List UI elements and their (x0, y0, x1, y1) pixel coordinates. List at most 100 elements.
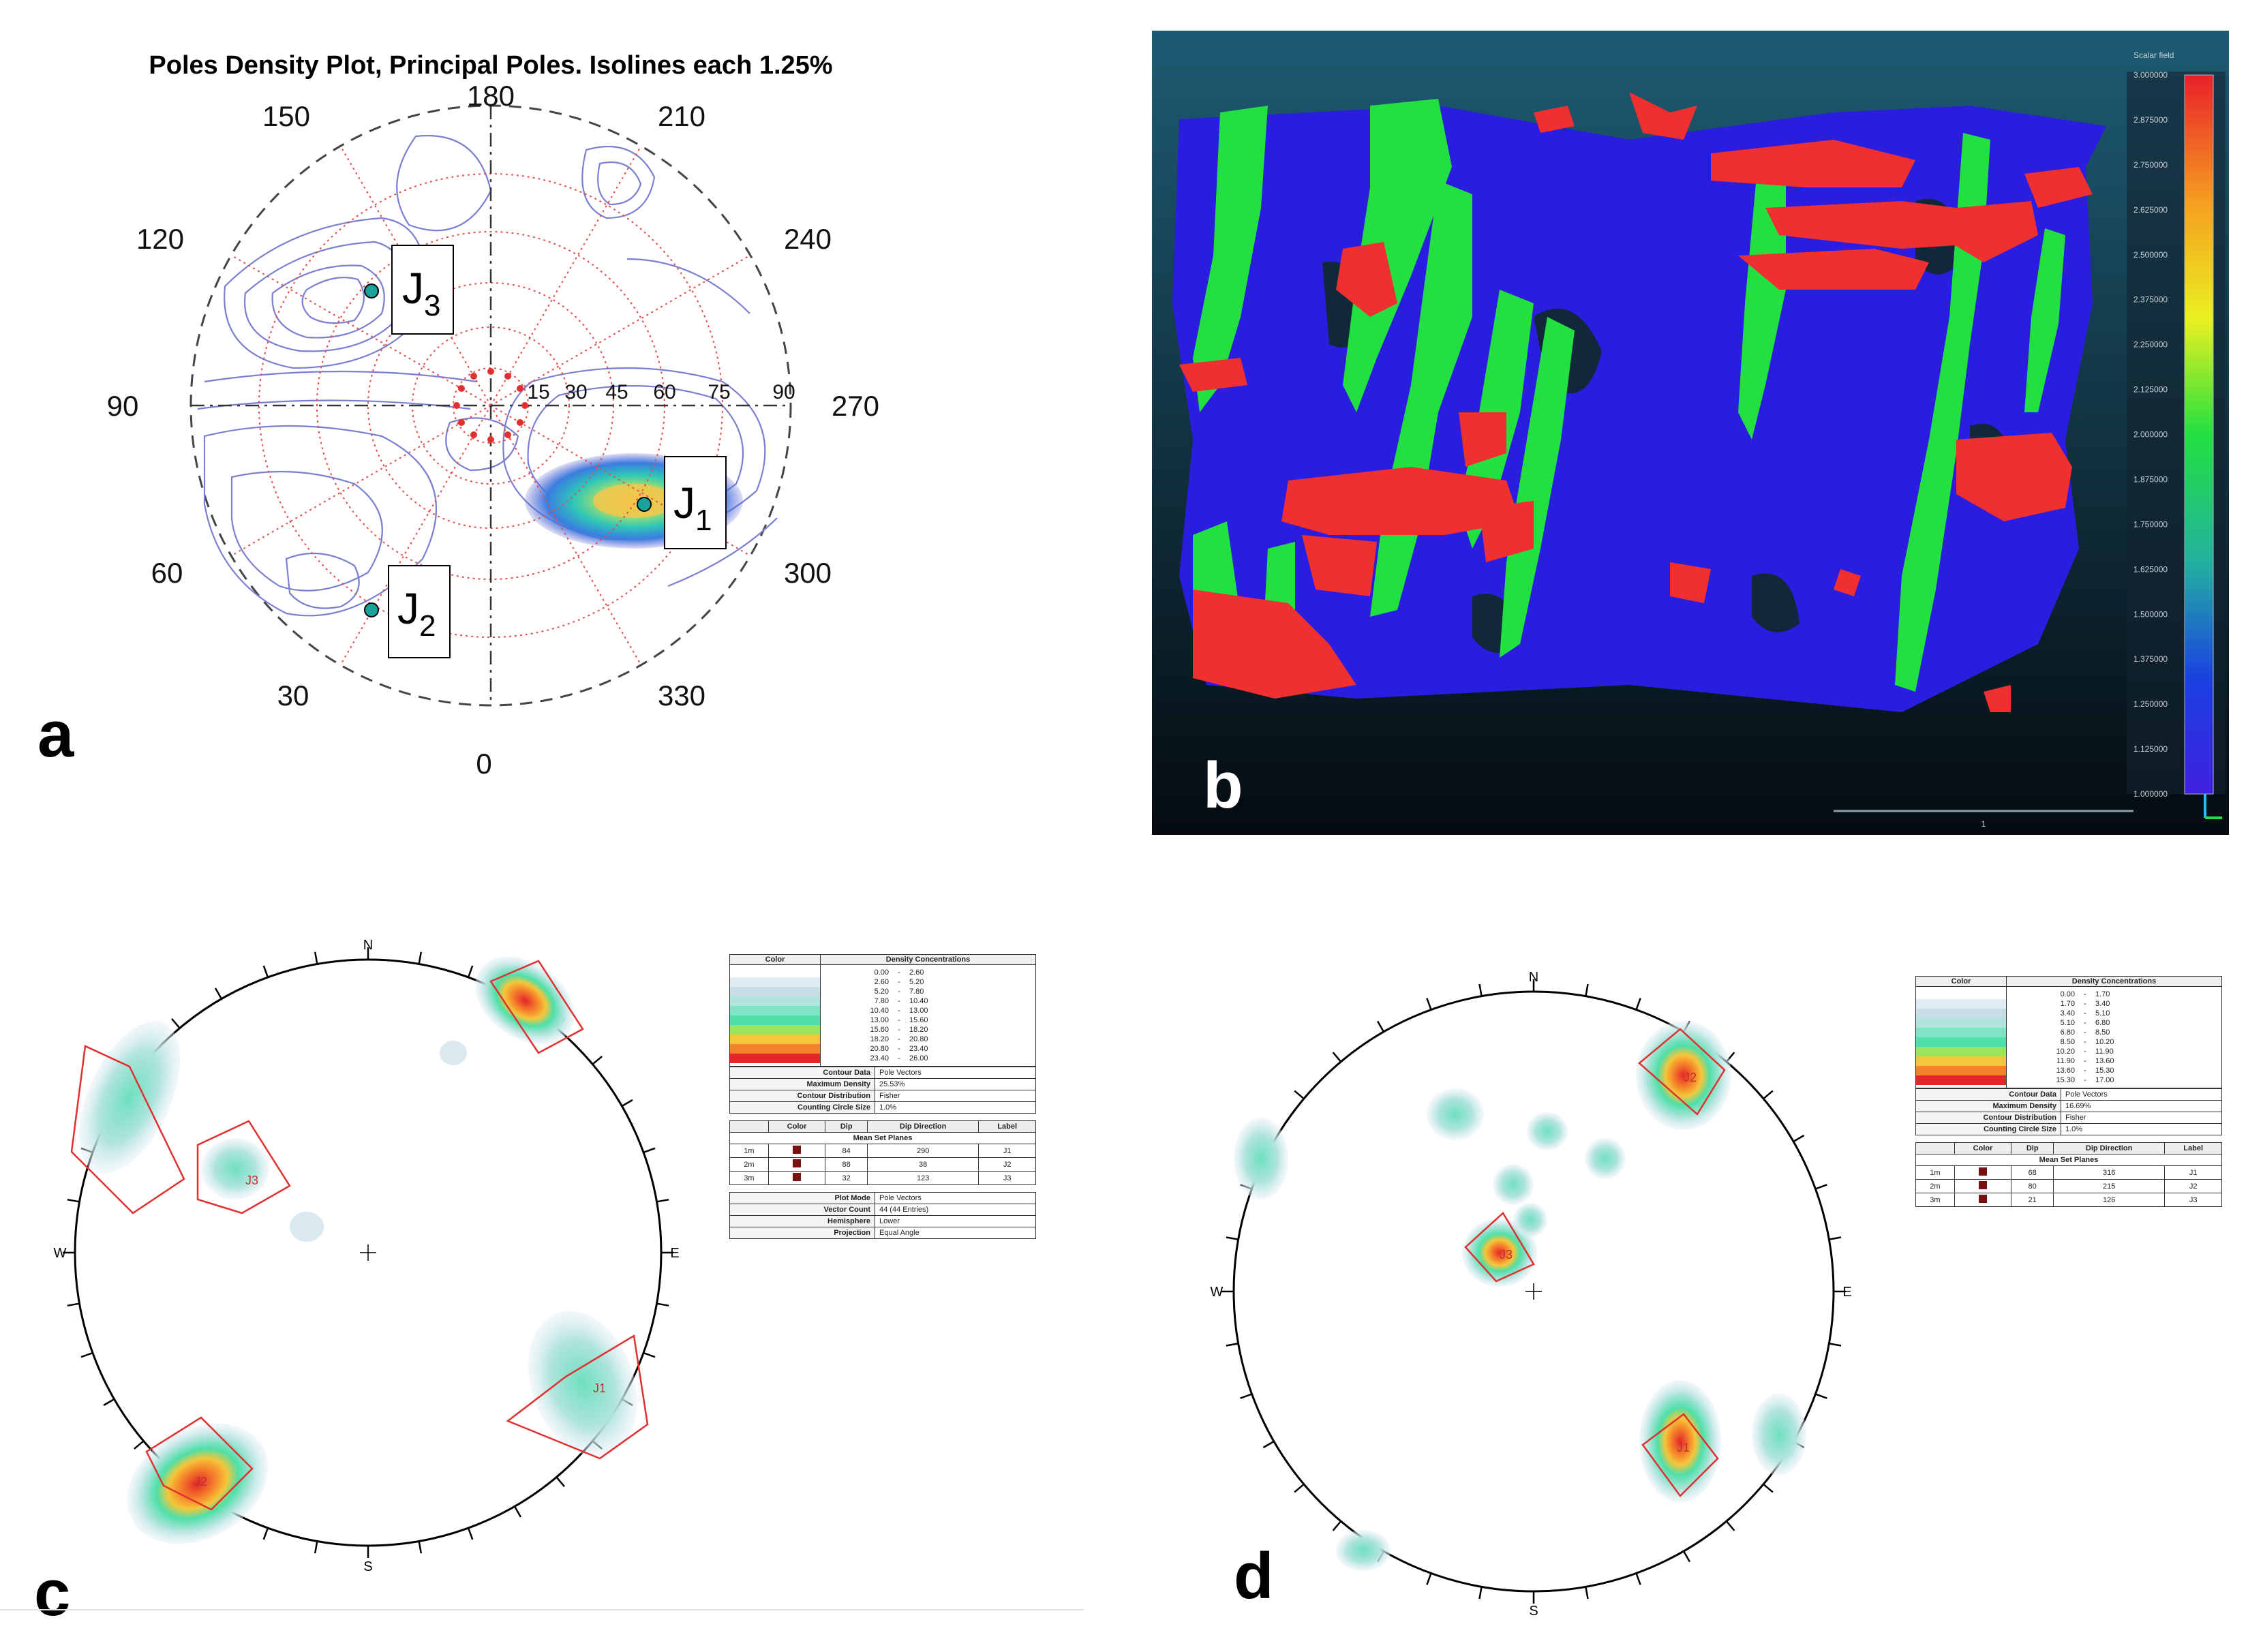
sets-table-c: Color Dip Dip Direction Label Mean Set Plane… (729, 1120, 1036, 1185)
density-range-value: 1.70 (2095, 990, 2110, 998)
density-range-row: 10.20-11.90 (2007, 1047, 2221, 1056)
net-tick (656, 1198, 669, 1203)
net-tick (1585, 983, 1589, 996)
table-value: Fisher (2061, 1112, 2222, 1124)
table-row: Hemisphere Lower (729, 1215, 1036, 1227)
table-value: 16.69% (2061, 1100, 2222, 1112)
dip-label-90: 90 (772, 381, 795, 403)
density-range-row: 13.00 - 15.60 (821, 1015, 1035, 1025)
net-tick (1763, 1483, 1774, 1493)
table-cell: 2m (729, 1157, 769, 1172)
table-subheader-row: Mean Set Planes (1915, 1154, 2222, 1166)
net-tick (621, 1099, 633, 1107)
table-key: Counting Circle Size (729, 1101, 875, 1114)
center-cross (1525, 1283, 1542, 1300)
dip-label-45: 45 (605, 381, 628, 403)
density-range-value: 13.00 (909, 1007, 928, 1015)
density-range-value: 20.80 (870, 1045, 889, 1053)
net-tick (262, 965, 269, 978)
legend-tick-label: 1.250000 (2133, 699, 2168, 709)
legend-tick-label: 1.000000 (2133, 789, 2168, 799)
density-range-value: 10.20 (2095, 1038, 2114, 1046)
scale-bar-label: 1 (1981, 819, 1986, 829)
net-tick (1829, 1343, 1842, 1347)
panel-letter-c: c (34, 1557, 70, 1630)
density-range-value: 11.90 (2056, 1057, 2075, 1065)
density-swatches (730, 968, 820, 1063)
net-tick (1332, 1520, 1342, 1531)
legend-tick-label: 1.625000 (2133, 564, 2168, 574)
density-range-value: - (2084, 1028, 2086, 1037)
density-range-value: - (898, 988, 900, 996)
density-range-value: 10.20 (2056, 1047, 2075, 1056)
table-cell (768, 1144, 826, 1158)
density-range-value: 5.10 (2060, 1019, 2075, 1027)
table-cell: 3m (1915, 1193, 1955, 1207)
table-cell: 215 (2052, 1179, 2166, 1193)
table-cell: 2m (1915, 1179, 1955, 1193)
density-swatch (730, 987, 820, 996)
legend-tables-c: Color Density Concentrations 0.00-2.60 2.… (729, 954, 1036, 1239)
net-tick (1294, 1090, 1305, 1100)
density-range-value: 26.00 (909, 1054, 928, 1062)
density-range-value: 13.60 (2056, 1067, 2075, 1075)
net-tick (1376, 1020, 1385, 1032)
table-key: Counting Circle Size (1915, 1123, 2061, 1135)
pole-j1: J1 (637, 456, 727, 549)
info-table-c: Contour Data Pole Vectors Maximum Density 2… (729, 1067, 1036, 1114)
density-swatch (1916, 1075, 2006, 1085)
density-swatch (730, 1015, 820, 1025)
net-tick (134, 1440, 145, 1450)
density-core-j1 (593, 484, 675, 518)
table-cell (1954, 1179, 2012, 1193)
density-range-value: 1.70 (2060, 1000, 2075, 1008)
net-tick (314, 951, 318, 964)
density-range-row: 7.80 - 10.40 (821, 996, 1035, 1006)
compass-e: E (1842, 1285, 1851, 1300)
set-label-j1: J1 (593, 1381, 606, 1395)
net-tick (1829, 1236, 1842, 1240)
density-range-value: - (2084, 1009, 2086, 1018)
net-tick (1226, 1236, 1239, 1240)
legend-tick-label: 2.375000 (2133, 295, 2168, 305)
net-tick (1635, 998, 1641, 1010)
density-swatch (1916, 1056, 2006, 1066)
table-key: Contour Data (1915, 1088, 2061, 1101)
set-color-swatch (1979, 1167, 1988, 1176)
legend-tick-label: 1.750000 (2133, 519, 2168, 529)
net-tick (214, 988, 223, 1000)
table-row: Plot Mode Pole Vectors (729, 1192, 1036, 1204)
table-cell: 1m (1915, 1165, 1955, 1180)
density-range-value: 6.80 (2060, 1028, 2075, 1037)
table-cell (1954, 1193, 2012, 1207)
legend-tick-label: 1.375000 (2133, 654, 2168, 664)
net-tick (1262, 1440, 1275, 1449)
table-row: Contour Distribution Fisher (729, 1090, 1036, 1102)
table-row: 3m 21 126 J3 (1915, 1193, 2222, 1207)
density-range-row: 15.30 - 17.00 (2007, 1075, 2221, 1085)
point-cloud-scalar-field: Scalar field 3.000000 2.875000 2.750000 2.6… (1152, 31, 2229, 835)
table-header: Dip (2011, 1142, 2054, 1154)
density-ranges: 0.00-1.70 1.70-3.40 3.40-5.10 5.10-6.80 6.80… (2007, 990, 2221, 1085)
table-header: Color (768, 1120, 826, 1133)
density-swatch (1916, 990, 2006, 999)
table-cell: J2 (2164, 1179, 2222, 1193)
table-cell: 88 (825, 1157, 868, 1172)
density-swatch (1916, 1028, 2006, 1037)
table-value: 25.53% (875, 1078, 1036, 1090)
azimuth-label-270: 270 (832, 390, 879, 422)
legend-tick-label: 3.000000 (2133, 70, 2168, 80)
table-key: Contour Data (729, 1067, 875, 1079)
compass-s: S (363, 1559, 372, 1574)
set-color-swatch (793, 1159, 802, 1167)
net-tick (1240, 1393, 1252, 1399)
density-header-conc: Density Concentrations (2006, 976, 2222, 987)
density-range-value: 20.80 (909, 1035, 928, 1043)
net-tick (1725, 1520, 1735, 1531)
net-tick (1426, 1573, 1432, 1585)
table-subheader: Mean Set Planes (729, 1132, 1036, 1144)
legend-tick-label: 2.875000 (2133, 115, 2168, 125)
density-blob-d (1527, 1112, 1568, 1150)
density-range-value: - (2084, 1019, 2086, 1027)
density-range-value: 5.20 (874, 988, 889, 996)
